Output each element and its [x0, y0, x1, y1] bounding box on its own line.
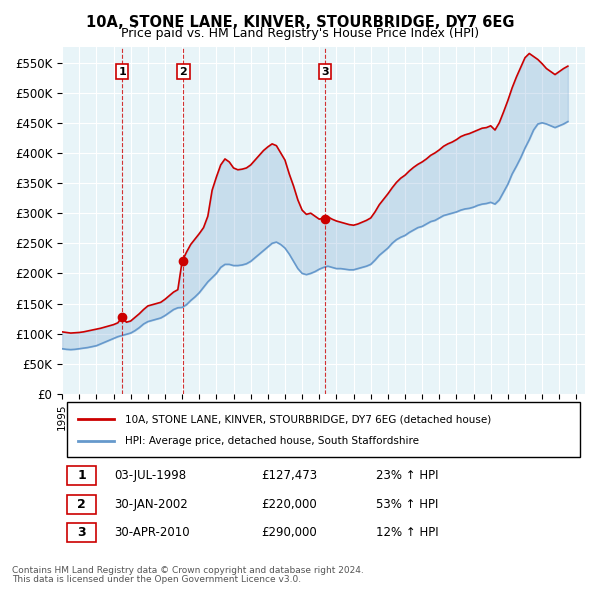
Text: HPI: Average price, detached house, South Staffordshire: HPI: Average price, detached house, Sout…	[125, 436, 419, 446]
FancyBboxPatch shape	[67, 466, 96, 485]
Text: 53% ↑ HPI: 53% ↑ HPI	[376, 497, 438, 511]
Text: £127,473: £127,473	[261, 469, 317, 482]
Text: 10A, STONE LANE, KINVER, STOURBRIDGE, DY7 6EG (detached house): 10A, STONE LANE, KINVER, STOURBRIDGE, DY…	[125, 414, 491, 424]
Text: 10A, STONE LANE, KINVER, STOURBRIDGE, DY7 6EG: 10A, STONE LANE, KINVER, STOURBRIDGE, DY…	[86, 15, 514, 30]
Text: 30-JAN-2002: 30-JAN-2002	[115, 497, 188, 511]
Text: £290,000: £290,000	[261, 526, 317, 539]
Text: 3: 3	[77, 526, 86, 539]
Text: 2: 2	[77, 497, 86, 511]
Text: 1: 1	[118, 67, 126, 77]
Text: 1: 1	[77, 469, 86, 482]
FancyBboxPatch shape	[67, 523, 96, 542]
Text: 3: 3	[321, 67, 329, 77]
Text: 12% ↑ HPI: 12% ↑ HPI	[376, 526, 439, 539]
Text: Contains HM Land Registry data © Crown copyright and database right 2024.: Contains HM Land Registry data © Crown c…	[12, 566, 364, 575]
FancyBboxPatch shape	[67, 494, 96, 514]
Text: This data is licensed under the Open Government Licence v3.0.: This data is licensed under the Open Gov…	[12, 575, 301, 584]
Text: £220,000: £220,000	[261, 497, 317, 511]
Text: Price paid vs. HM Land Registry's House Price Index (HPI): Price paid vs. HM Land Registry's House …	[121, 27, 479, 40]
Text: 23% ↑ HPI: 23% ↑ HPI	[376, 469, 439, 482]
FancyBboxPatch shape	[67, 402, 580, 457]
Text: 30-APR-2010: 30-APR-2010	[115, 526, 190, 539]
Text: 2: 2	[179, 67, 187, 77]
Text: 03-JUL-1998: 03-JUL-1998	[115, 469, 187, 482]
